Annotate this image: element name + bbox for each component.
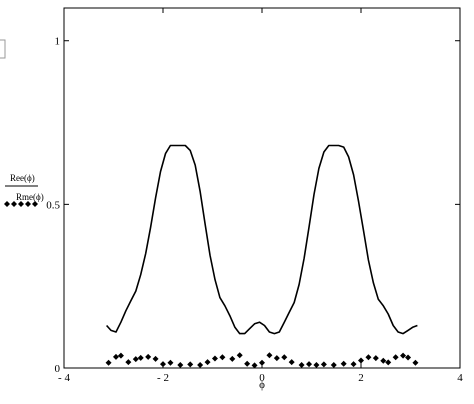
data-point-rme [340, 360, 347, 367]
data-point-rme [145, 353, 152, 360]
x-tick-label: 4 [457, 372, 463, 384]
data-point-rme [112, 353, 119, 360]
data-point-rme [117, 352, 124, 359]
data-point-rme [358, 357, 364, 364]
data-point-rme [385, 359, 392, 366]
data-point-rme [330, 362, 337, 369]
data-point-rme [273, 355, 280, 362]
data-point-rme [380, 357, 387, 364]
y-tick-label: 1 [55, 36, 61, 48]
data-point-rme [152, 355, 159, 362]
data-point-rme [187, 361, 194, 368]
data-point-rme [350, 361, 357, 368]
x-tick-label: 2 [358, 372, 364, 384]
data-point-rme [251, 362, 258, 369]
data-point-rme [236, 352, 243, 359]
x-tick-label: 0 [259, 372, 265, 384]
data-point-rme [229, 355, 236, 362]
data-point-rme [244, 360, 251, 367]
data-point-rme [105, 359, 112, 366]
data-point-rme [211, 355, 218, 362]
data-point-rme [298, 362, 305, 369]
series-line-ree [106, 144, 418, 335]
data-point-rme [288, 359, 295, 366]
data-point-rme [281, 354, 288, 361]
data-point-rme [160, 361, 166, 368]
data-point-rme [266, 352, 273, 359]
plot-frame [63, 7, 461, 369]
data-point-rme [167, 359, 174, 366]
data-point-rme [259, 359, 265, 366]
data-point-rme [177, 362, 184, 369]
x-axis-label: ϕ [259, 379, 265, 391]
data-point-rme [137, 354, 144, 361]
data-point-rme [320, 361, 327, 368]
data-point-rme [400, 352, 407, 359]
edge-fragment [0, 39, 6, 59]
data-point-rme [197, 362, 204, 369]
axis-ticks [63, 8, 461, 369]
data-point-rme [219, 354, 226, 361]
data-point-rme [313, 362, 320, 369]
y-tick-label: 0.5 [46, 199, 60, 211]
data-point-rme [392, 354, 399, 361]
axis-tick-labels: - 4 - 2 0 2 4 0 0.5 1 [46, 36, 463, 384]
data-point-rme [365, 354, 372, 361]
data-point-rme [412, 359, 419, 366]
y-tick-label: 0 [55, 363, 61, 375]
data-point-rme [125, 359, 132, 366]
data-point-rme [306, 361, 313, 368]
data-point-rme [204, 359, 211, 366]
legend-diamond-markers [4, 201, 38, 207]
x-tick-label: - 2 [157, 372, 169, 384]
y-axis-label-bottom: Rme(ϕ) [16, 192, 44, 202]
data-point-rme [132, 356, 139, 363]
y-axis-label-top: Ree(ϕ) [10, 173, 35, 183]
series-group [105, 144, 419, 369]
data-point-rme [372, 355, 379, 362]
x-tick-label: - 4 [58, 372, 70, 384]
data-point-rme [405, 354, 412, 361]
